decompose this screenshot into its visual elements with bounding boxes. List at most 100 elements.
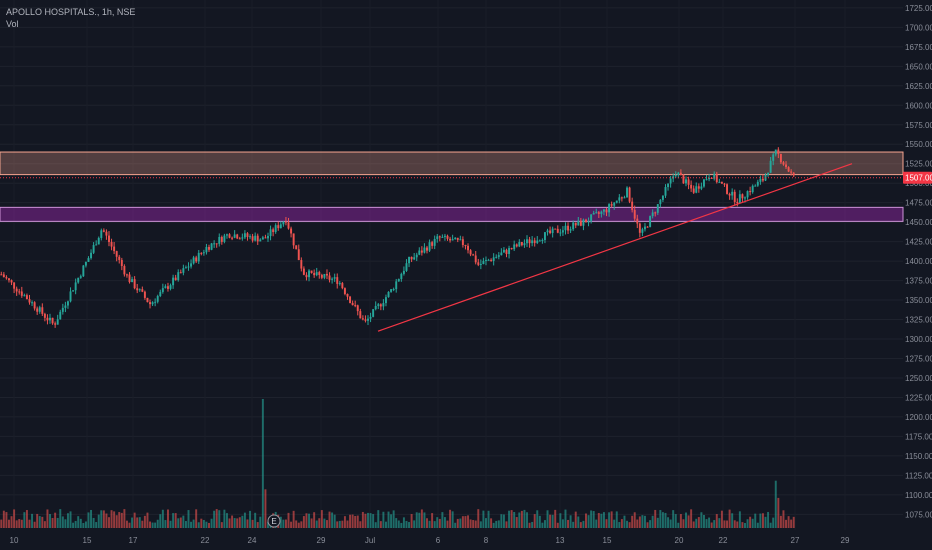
trendline[interactable] xyxy=(377,163,853,332)
candle-body xyxy=(272,229,275,233)
price-tick-label: 1525.00 xyxy=(905,160,932,169)
candle-body xyxy=(731,191,734,196)
time-axis[interactable] xyxy=(0,530,932,550)
time-tick-label: Jul xyxy=(365,536,375,545)
candle-body xyxy=(125,274,128,276)
volume-bar xyxy=(746,519,749,528)
volume-bar xyxy=(354,515,357,528)
volume-bar xyxy=(351,514,354,528)
time-tick-label: 29 xyxy=(317,536,326,545)
candle-body xyxy=(2,274,5,278)
last-price-badge[interactable] xyxy=(903,171,932,184)
candle-body xyxy=(295,245,298,250)
volume-bar xyxy=(564,509,567,528)
volume-bar xyxy=(756,522,759,528)
candle-body xyxy=(25,295,28,300)
volume-bar xyxy=(223,509,226,528)
earnings-marker[interactable] xyxy=(267,514,281,528)
volume-bar xyxy=(469,519,472,528)
candle-body xyxy=(172,277,175,286)
candle-body xyxy=(246,233,249,237)
volume-bar xyxy=(97,514,100,528)
candle-body xyxy=(728,193,731,196)
volume-bar xyxy=(33,521,36,528)
volume-bar xyxy=(87,512,90,528)
candle-body xyxy=(269,229,272,236)
volume-bar xyxy=(623,515,626,528)
candle-body xyxy=(461,239,464,246)
volume-bar xyxy=(61,516,64,528)
volume-bar xyxy=(754,513,757,528)
volume-bar xyxy=(523,509,526,528)
volume-bar xyxy=(318,518,321,528)
volume-bar xyxy=(69,511,72,528)
candle-body xyxy=(77,277,80,283)
earnings-marker-label: E xyxy=(271,517,276,526)
candle-body xyxy=(143,291,146,298)
candle-body xyxy=(379,304,382,307)
volume-bar xyxy=(213,510,216,528)
resistance-zone[interactable] xyxy=(0,151,904,176)
volume-bar xyxy=(8,519,10,528)
candle-body xyxy=(510,248,513,250)
volume-bar xyxy=(585,513,587,528)
candle-body xyxy=(118,256,121,260)
candle-body xyxy=(451,239,454,241)
volume-bar xyxy=(108,517,110,528)
candle-body xyxy=(282,221,285,225)
candle-body xyxy=(318,272,321,275)
support-zone[interactable] xyxy=(0,206,904,222)
volume-bar xyxy=(649,520,652,528)
candle-body xyxy=(136,288,139,291)
candle-body xyxy=(38,307,41,312)
volume-bar xyxy=(343,516,346,528)
candle-body xyxy=(649,216,652,227)
candle-body xyxy=(418,250,421,255)
candle-body xyxy=(18,291,21,293)
time-tick-label: 6 xyxy=(436,536,441,545)
volume-bar xyxy=(238,517,241,528)
volume-bar xyxy=(785,519,787,528)
candle-body xyxy=(761,178,764,181)
volume-bar xyxy=(505,521,508,528)
volume-bar xyxy=(90,509,93,528)
volume-bar xyxy=(710,522,713,528)
volume-bar xyxy=(620,519,623,528)
candle-body xyxy=(254,235,257,241)
volume-bar xyxy=(13,509,16,528)
candle-body xyxy=(46,317,49,321)
volume-bar xyxy=(474,520,477,528)
candle-body xyxy=(74,282,77,291)
volume-bar xyxy=(246,519,249,528)
candle-body xyxy=(482,260,485,265)
volume-bar xyxy=(679,514,682,528)
volume-bar xyxy=(77,516,80,528)
candle-body xyxy=(718,181,721,183)
volume-bar xyxy=(572,521,575,528)
symbol-label[interactable]: APOLLO HOSPITALS., 1h, NSE xyxy=(6,7,136,17)
volume-bar xyxy=(500,514,503,528)
candle-body xyxy=(43,313,46,318)
candle-body xyxy=(218,236,221,244)
volume-bar xyxy=(482,510,485,528)
candle-body xyxy=(736,201,739,204)
candle-body xyxy=(536,240,539,243)
candle-body xyxy=(505,249,508,254)
candle-body xyxy=(413,257,416,260)
volume-bar xyxy=(590,510,593,528)
volume-bar xyxy=(143,515,146,528)
price-tick-label: 1100.00 xyxy=(905,491,932,500)
candle-body xyxy=(56,319,59,325)
candle-body xyxy=(369,316,372,319)
volume-indicator-label[interactable]: Vol xyxy=(6,19,19,29)
candle-body xyxy=(495,256,498,258)
volume-bar xyxy=(359,521,362,528)
price-axis[interactable] xyxy=(903,0,932,550)
volume-bar xyxy=(320,510,323,528)
candle-body xyxy=(500,252,503,256)
price-tick-label: 1625.00 xyxy=(905,82,932,91)
volume-bar xyxy=(38,516,41,528)
candle-body xyxy=(518,242,521,247)
